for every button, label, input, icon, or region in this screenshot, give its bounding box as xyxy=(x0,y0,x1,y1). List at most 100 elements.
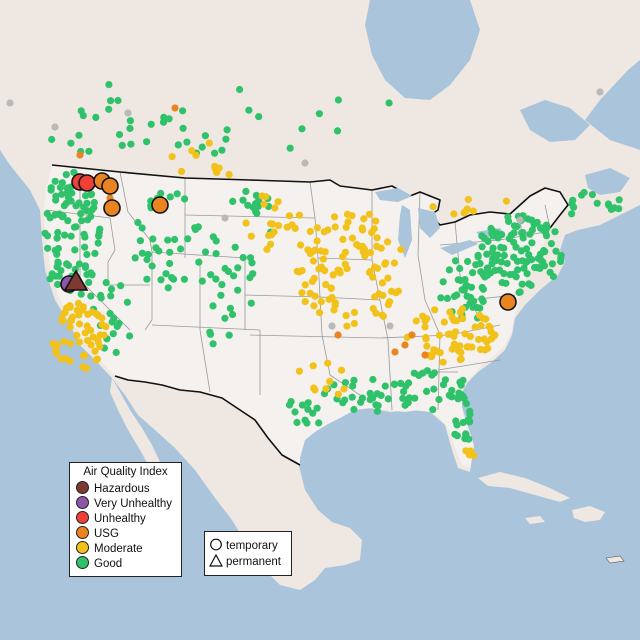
monitor-site[interactable] xyxy=(60,202,68,210)
monitor-site[interactable] xyxy=(510,253,518,261)
monitor-site[interactable] xyxy=(450,340,458,348)
monitor-site[interactable] xyxy=(84,310,92,318)
monitor-site[interactable] xyxy=(144,250,152,259)
monitor-site[interactable] xyxy=(470,297,478,305)
monitor-site[interactable] xyxy=(485,322,493,330)
monitor-site[interactable] xyxy=(605,201,613,210)
monitor-site[interactable] xyxy=(213,168,221,176)
monitor-site[interactable] xyxy=(171,235,179,244)
monitor-site[interactable] xyxy=(477,268,485,276)
monitor-site[interactable] xyxy=(260,200,268,208)
monitor-site[interactable] xyxy=(52,196,60,204)
monitor-site[interactable] xyxy=(445,266,453,274)
monitor-site[interactable] xyxy=(131,254,139,262)
monitor-site[interactable] xyxy=(325,295,333,303)
monitor-site[interactable] xyxy=(498,279,506,287)
monitor-site[interactable] xyxy=(315,419,323,427)
monitor-site[interactable] xyxy=(468,343,476,351)
monitor-site[interactable] xyxy=(304,399,312,407)
monitor-site[interactable] xyxy=(461,330,469,338)
monitor-site[interactable] xyxy=(157,189,165,197)
monitor-site[interactable] xyxy=(73,306,81,314)
monitor-site[interactable] xyxy=(43,210,51,218)
monitor-site[interactable] xyxy=(288,221,296,229)
monitor-site[interactable] xyxy=(295,268,303,276)
monitor-site[interactable] xyxy=(453,432,461,440)
monitor-site[interactable] xyxy=(471,323,479,331)
monitor-site[interactable] xyxy=(319,255,327,263)
monitor-site[interactable] xyxy=(350,308,359,316)
monitor-site[interactable] xyxy=(79,306,87,314)
monitor-site[interactable] xyxy=(542,221,551,229)
monitor-site[interactable] xyxy=(388,287,396,295)
monitor-site[interactable] xyxy=(322,281,330,289)
monitor-site[interactable] xyxy=(516,216,524,224)
monitor-site[interactable] xyxy=(54,280,62,289)
monitor-site[interactable] xyxy=(512,273,520,281)
monitor-site[interactable] xyxy=(51,177,59,185)
monitor-site[interactable] xyxy=(328,322,336,330)
monitor-site[interactable] xyxy=(263,245,271,254)
monitor-site[interactable] xyxy=(437,294,445,302)
monitor-site[interactable] xyxy=(451,257,460,265)
monitor-site[interactable] xyxy=(405,394,413,402)
monitor-site[interactable] xyxy=(373,407,381,415)
monitor-site[interactable] xyxy=(102,279,110,287)
monitor-site[interactable] xyxy=(476,345,485,353)
monitor-site[interactable] xyxy=(456,342,464,350)
monitor-sites[interactable] xyxy=(6,81,623,460)
monitor-site[interactable] xyxy=(466,332,474,340)
monitor-site[interactable] xyxy=(75,199,83,207)
monitor-site[interactable] xyxy=(421,323,429,331)
monitor-site[interactable] xyxy=(540,226,548,235)
monitor-site[interactable] xyxy=(459,315,467,323)
monitor-site[interactable] xyxy=(435,395,443,404)
monitor-site[interactable] xyxy=(552,247,560,255)
monitor-site[interactable] xyxy=(66,340,74,348)
monitor-site[interactable] xyxy=(317,263,326,271)
monitor-site[interactable] xyxy=(123,298,131,306)
monitor-site[interactable] xyxy=(339,399,347,407)
monitor-site[interactable] xyxy=(97,294,105,302)
monitor-site[interactable] xyxy=(465,451,473,459)
monitor-site[interactable] xyxy=(301,281,309,289)
monitor-site[interactable] xyxy=(306,227,314,236)
monitor-site[interactable] xyxy=(148,262,156,270)
monitor-site[interactable] xyxy=(96,225,104,233)
monitor-site[interactable] xyxy=(160,113,168,121)
monitor-site[interactable] xyxy=(225,171,233,179)
monitor-site[interactable] xyxy=(60,309,68,318)
monitor-site[interactable] xyxy=(309,409,317,417)
monitor-site[interactable] xyxy=(138,249,146,257)
monitor-site[interactable] xyxy=(390,380,399,389)
monitor-site[interactable] xyxy=(75,131,83,139)
monitor-site[interactable] xyxy=(53,250,61,258)
monitor-site[interactable] xyxy=(155,247,163,255)
monitor-site[interactable] xyxy=(450,332,458,340)
monitor-site[interactable] xyxy=(206,330,215,338)
monitor-site[interactable] xyxy=(547,240,556,248)
monitor-site[interactable] xyxy=(580,188,588,197)
monitor-site[interactable] xyxy=(510,229,518,237)
monitor-site[interactable] xyxy=(271,204,279,212)
monitor-site[interactable] xyxy=(207,271,215,279)
monitor-site[interactable] xyxy=(59,317,67,325)
monitor-site[interactable] xyxy=(66,357,74,365)
monitor-site[interactable] xyxy=(91,249,99,257)
monitor-site[interactable] xyxy=(66,302,74,310)
monitor-site[interactable] xyxy=(253,209,261,217)
monitor-site[interactable] xyxy=(412,317,420,325)
monitor-site[interactable] xyxy=(57,267,65,275)
monitor-site[interactable] xyxy=(483,250,491,258)
monitor-site[interactable] xyxy=(423,315,431,323)
monitor-site[interactable] xyxy=(337,366,346,374)
monitor-site[interactable] xyxy=(453,291,461,299)
monitor-site[interactable] xyxy=(593,199,601,207)
monitor-site[interactable] xyxy=(361,250,369,258)
monitor-site[interactable] xyxy=(446,308,454,316)
monitor-site[interactable] xyxy=(466,410,474,418)
monitor-site[interactable] xyxy=(77,290,85,298)
monitor-site[interactable] xyxy=(88,271,96,279)
monitor-site[interactable] xyxy=(84,216,92,224)
monitor-site[interactable] xyxy=(54,228,62,237)
